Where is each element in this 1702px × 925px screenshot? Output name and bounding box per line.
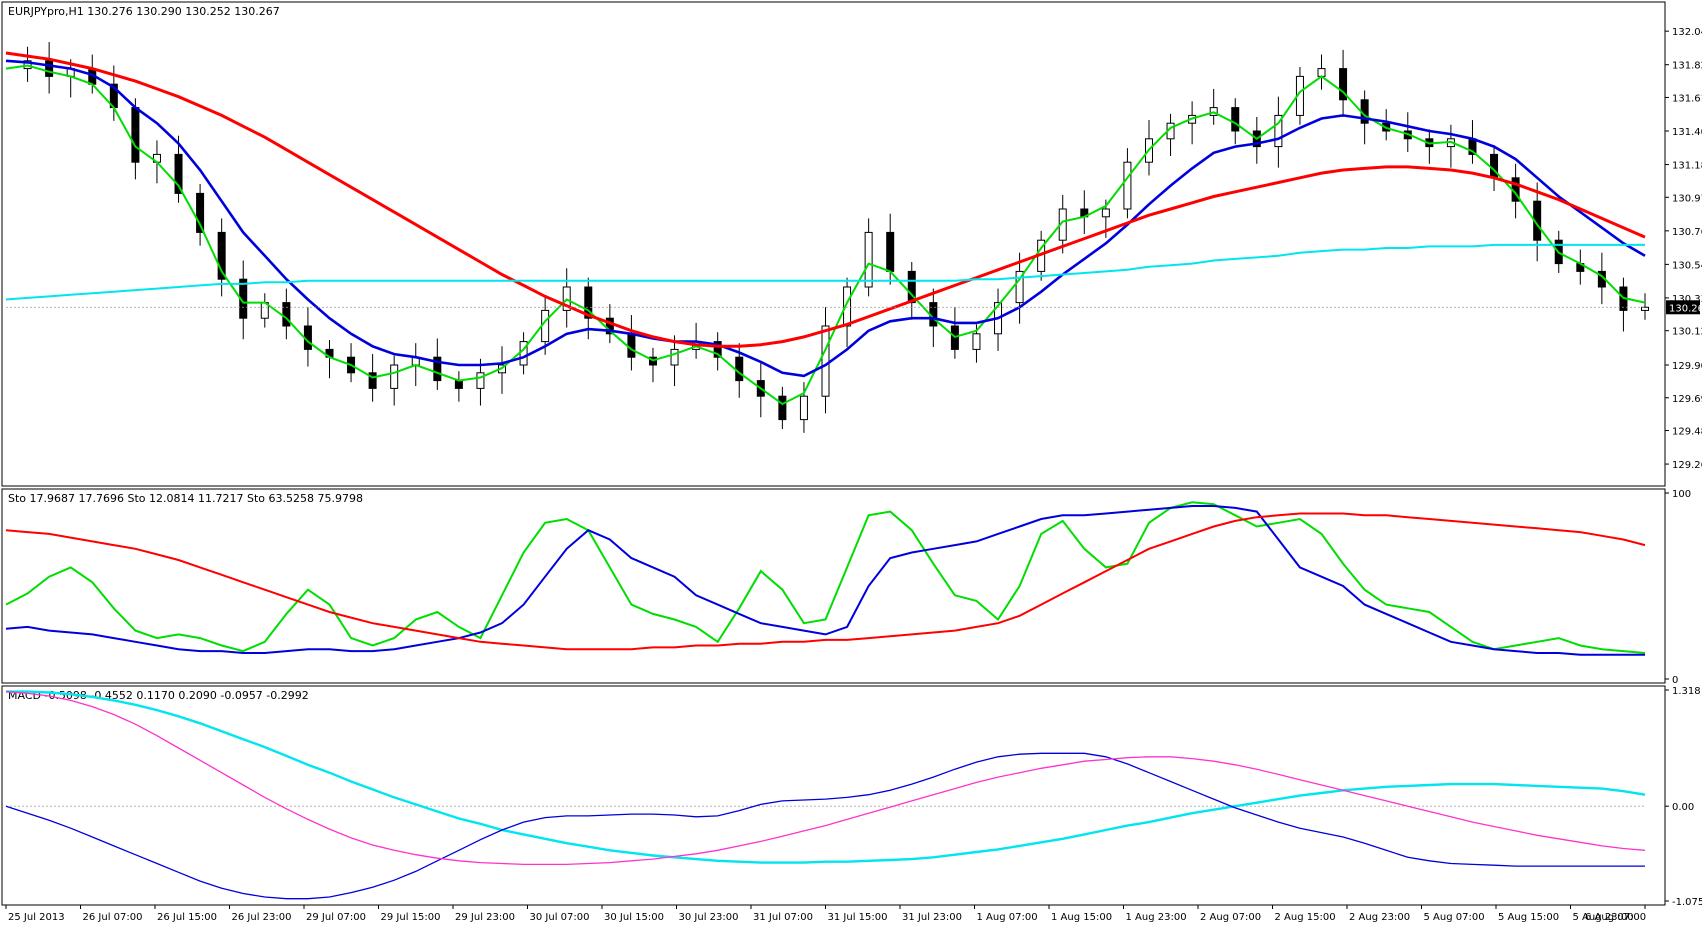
stochastic-panel: Sto 17.9687 17.7696 Sto 12.0814 11.7217 … (1, 488, 1691, 686)
candle-body (454, 380, 463, 389)
time-tick-label: 2 Aug 23:00 (1349, 912, 1410, 923)
current-price-label: 130.267 (1669, 303, 1702, 314)
time-tick-label: 29 Jul 07:00 (306, 912, 366, 923)
candle-body (584, 286, 593, 319)
price-line (5, 59, 1646, 378)
time-tick-label: 2 Aug 07:00 (1200, 912, 1261, 923)
price-y-tick-label: 131.185 (1672, 161, 1702, 172)
price-y-tick-label: 130.545 (1672, 260, 1702, 271)
candle-body (476, 372, 485, 389)
candle-body (131, 107, 140, 163)
candle-body (1274, 114, 1283, 148)
candle-body (174, 153, 183, 194)
time-tick-label: 25 Jul 2013 (8, 912, 65, 923)
price-y-tick-label: 130.760 (1672, 227, 1702, 238)
price-y-tick-label: 129.265 (1672, 460, 1702, 471)
candle-body (735, 356, 744, 382)
candle-body (196, 192, 205, 233)
time-tick-label: 29 Jul 23:00 (455, 912, 515, 923)
price-y-tick-label: 131.615 (1672, 93, 1702, 104)
current-price-box (1666, 300, 1700, 315)
stochastic-y-tick-label: 100 (1672, 489, 1691, 500)
macd-y-axis: 1.318 0.00 -1.0756 (1665, 686, 1702, 908)
candle-body (282, 302, 291, 327)
candle-body (821, 325, 830, 397)
price-panel: EURJPYpro,H1 130.276 130.290 130.252 130… (1, 1, 1702, 487)
candle-body (972, 333, 981, 350)
candle-body (713, 341, 722, 358)
price-y-tick-label: 131.825 (1672, 61, 1702, 72)
price-header: EURJPYpro,H1 130.276 130.290 130.252 130… (8, 5, 280, 18)
price-y-tick-label: 132.040 (1672, 27, 1702, 38)
time-axis: 25 Jul 2013 26 Jul 07:00 26 Jul 15:00 26 Ju… (5, 905, 1646, 923)
time-tick-label: 26 Jul 07:00 (83, 912, 143, 923)
stochastic-line (5, 512, 1646, 651)
candle-body (45, 60, 54, 77)
candle-body (433, 356, 442, 382)
price-line (5, 243, 1645, 301)
time-tick-label: 1 Aug 15:00 (1051, 912, 1112, 923)
price-y-tick-label: 129.690 (1672, 394, 1702, 405)
stochastic-y-axis: 100 0 (1665, 489, 1691, 686)
stochastic-line (5, 505, 1645, 656)
time-tick-label: 1 Aug 23:00 (1126, 912, 1187, 923)
price-y-tick-label: 130.120 (1672, 327, 1702, 338)
stochastic-header: Sto 17.9687 17.7696 Sto 12.0814 11.7217 … (8, 492, 363, 505)
time-tick-label: 31 Jul 07:00 (753, 912, 813, 923)
candle-body (368, 372, 377, 389)
macd-header: MACD -0.5098 -0.4552 0.1170 0.2090 -0.09… (8, 689, 309, 702)
macd-line (6, 690, 1646, 864)
price-y-tick-label: 130.330 (1672, 294, 1702, 305)
candle-body (799, 395, 808, 421)
time-tick-label: 30 Jul 23:00 (679, 912, 739, 923)
macd-line (5, 752, 1645, 900)
price-y-axis: 132.040 131.825 131.615 131.400 131.185 130.9… (1665, 27, 1702, 471)
time-tick-label: 29 Jul 15:00 (381, 912, 441, 923)
candle-body (1339, 68, 1348, 101)
price-y-tick-label: 129.900 (1672, 361, 1702, 372)
stochastic-line (5, 501, 1646, 654)
time-tick-label: 5 Aug 07:00 (1424, 912, 1485, 923)
candle-body (886, 231, 895, 272)
macd-panel: MACD -0.5098 -0.4552 0.1170 0.2090 -0.09… (1, 685, 1702, 908)
macd-y-tick-label: 1.318 (1672, 686, 1701, 697)
price-line (5, 51, 1646, 348)
time-tick-label: 31 Jul 23:00 (902, 912, 962, 923)
time-tick-label: 30 Jul 07:00 (530, 912, 590, 923)
candle-body (390, 364, 399, 389)
time-tick-label: 26 Jul 15:00 (157, 912, 217, 923)
candle-body (864, 231, 873, 288)
time-tick-label: 26 Jul 23:00 (232, 912, 292, 923)
candle-body (217, 231, 226, 280)
candle-body (605, 317, 614, 335)
candle-body (627, 333, 636, 358)
time-tick-label: 2 Aug 15:00 (1275, 912, 1336, 923)
candle-body (778, 395, 787, 421)
candle-body (670, 348, 679, 366)
candle-body (1101, 208, 1110, 218)
macd-line (5, 690, 1646, 866)
candle-body (843, 286, 852, 327)
candle-body (1231, 107, 1240, 132)
macd-plot (5, 690, 1646, 900)
time-tick-label: 5 Aug 15:00 (1498, 912, 1559, 923)
time-tick-label: 5 Aug 23:00 (1573, 912, 1634, 923)
candle-body (1641, 306, 1649, 311)
time-tick-label: 30 Jul 15:00 (604, 912, 664, 923)
price-plot (5, 42, 1649, 433)
price-y-tick-label: 129.480 (1672, 427, 1702, 438)
candle-body (1123, 161, 1132, 210)
time-tick-label: 31 Jul 15:00 (828, 912, 888, 923)
price-y-tick-label: 130.975 (1672, 193, 1702, 204)
macd-y-tick-label: 0.00 (1672, 802, 1694, 813)
candle-body (1015, 270, 1024, 304)
stochastic-y-tick-label: 0 (1672, 675, 1678, 686)
time-tick-label: 1 Aug 07:00 (977, 912, 1038, 923)
price-y-tick-label: 131.400 (1672, 127, 1702, 138)
candle-body (1490, 153, 1499, 179)
time-tick-label: 6 Aug 07:00 (1585, 912, 1646, 923)
stochastic-plot (5, 501, 1646, 656)
macd-y-tick-label: -1.0756 (1672, 897, 1702, 908)
